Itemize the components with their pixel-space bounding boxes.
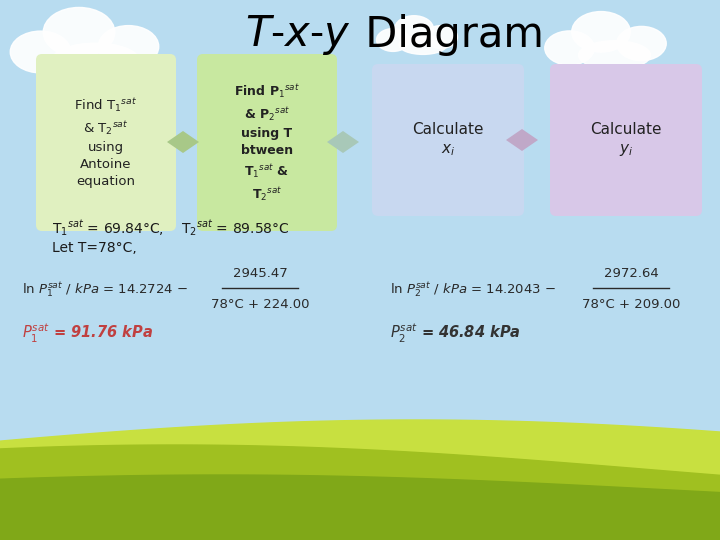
FancyBboxPatch shape — [550, 64, 702, 216]
Ellipse shape — [52, 43, 140, 78]
Ellipse shape — [98, 25, 158, 68]
Text: 2945.47: 2945.47 — [233, 267, 287, 280]
Ellipse shape — [617, 26, 666, 60]
Ellipse shape — [43, 8, 114, 57]
FancyBboxPatch shape — [197, 54, 337, 231]
Text: Calculate
$y_i$: Calculate $y_i$ — [590, 122, 662, 158]
Ellipse shape — [572, 11, 630, 52]
Text: T$_1$$^{sat}$ = 69.84°C,    T$_2$$^{sat}$ = 89.58°C: T$_1$$^{sat}$ = 69.84°C, T$_2$$^{sat}$ =… — [52, 218, 289, 238]
Text: 2972.64: 2972.64 — [603, 267, 658, 280]
Polygon shape — [327, 131, 359, 153]
Ellipse shape — [545, 31, 594, 65]
Text: 78°C + 209.00: 78°C + 209.00 — [582, 298, 680, 311]
Text: ln $P_2^{sat}$ / $kPa$ = 14.2043 $-$: ln $P_2^{sat}$ / $kPa$ = 14.2043 $-$ — [390, 280, 556, 300]
Ellipse shape — [10, 31, 71, 73]
Text: $P_1^{sat}$ = 91.76 kPa: $P_1^{sat}$ = 91.76 kPa — [22, 321, 153, 345]
Text: Find T$_1$$^{sat}$
& T$_2$$^{sat}$
using
Antoine
equation: Find T$_1$$^{sat}$ & T$_2$$^{sat}$ using… — [74, 97, 138, 188]
Text: Find P$_1$$^{sat}$
& P$_2$$^{sat}$
using T
btween
T$_1$$^{sat}$ &
T$_2$$^{sat}$: Find P$_1$$^{sat}$ & P$_2$$^{sat}$ using… — [234, 82, 300, 203]
Ellipse shape — [395, 16, 433, 43]
Polygon shape — [167, 131, 199, 153]
Text: $\it{T}$-$\it{x}$-$\it{y}$: $\it{T}$-$\it{x}$-$\it{y}$ — [245, 13, 350, 57]
Ellipse shape — [578, 41, 650, 70]
Text: ln $P_1^{sat}$ / $kPa$ = 14.2724 $-$: ln $P_1^{sat}$ / $kPa$ = 14.2724 $-$ — [22, 280, 188, 300]
Text: $P_2^{sat}$ = 46.84 kPa: $P_2^{sat}$ = 46.84 kPa — [390, 321, 521, 345]
Ellipse shape — [399, 35, 447, 55]
FancyBboxPatch shape — [36, 54, 176, 231]
Text: Diagram: Diagram — [352, 14, 544, 56]
Text: Calculate
$x_i$: Calculate $x_i$ — [413, 122, 484, 158]
Ellipse shape — [377, 29, 410, 51]
Text: Let T=78°C,: Let T=78°C, — [52, 241, 137, 255]
Polygon shape — [506, 129, 538, 151]
Ellipse shape — [425, 25, 457, 49]
Text: 78°C + 224.00: 78°C + 224.00 — [211, 298, 310, 311]
FancyBboxPatch shape — [372, 64, 524, 216]
